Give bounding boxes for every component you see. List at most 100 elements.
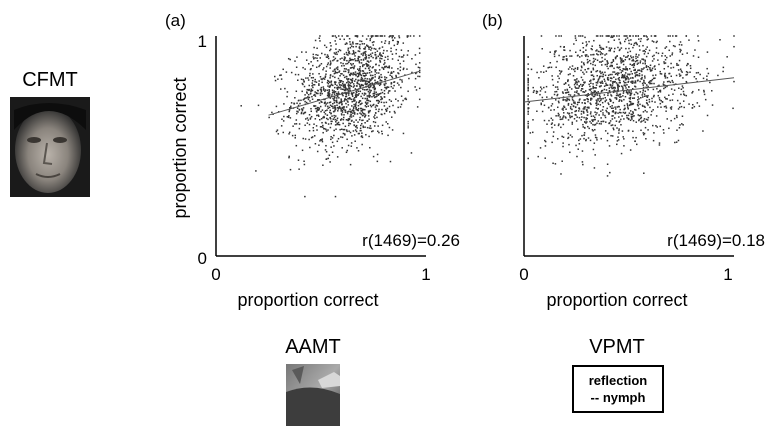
scatter-point	[355, 107, 357, 109]
scatter-point	[366, 126, 369, 129]
scatter-point	[689, 65, 692, 67]
scatter-point	[309, 74, 311, 77]
scatter-point	[680, 93, 682, 96]
scatter-point	[288, 110, 291, 113]
scatter-point	[296, 102, 298, 104]
scatter-point	[332, 75, 334, 78]
scatter-point	[335, 92, 338, 95]
scatter-point	[381, 66, 383, 69]
scatter-point	[558, 114, 560, 116]
scatter-point	[595, 102, 598, 105]
scatter-point	[355, 124, 358, 127]
scatter-point	[666, 56, 668, 59]
scatter-point	[355, 101, 358, 103]
scatter-point	[341, 107, 344, 109]
scatter-point	[699, 73, 701, 76]
scatter-point	[340, 65, 343, 67]
scatter-point	[540, 103, 543, 106]
scatter-point	[586, 117, 588, 120]
scatter-point	[640, 70, 642, 72]
scatter-point	[610, 77, 612, 79]
scatter-point	[336, 95, 339, 97]
scatter-point	[314, 80, 316, 83]
scatter-point	[632, 35, 634, 37]
scatter-point	[357, 101, 360, 104]
scatter-point	[372, 121, 375, 123]
scatter-point	[280, 78, 283, 80]
scatter-point	[664, 55, 666, 57]
scatter-point	[381, 97, 383, 99]
scatter-point	[543, 119, 546, 122]
scatter-point	[644, 109, 647, 112]
scatter-point	[342, 94, 344, 97]
scatter-point	[629, 149, 632, 151]
scatter-point	[592, 78, 595, 81]
scatter-point	[349, 78, 352, 81]
scatter-point	[380, 96, 382, 98]
scatter-point	[637, 99, 639, 101]
scatter-point	[393, 44, 396, 47]
scatter-point	[318, 83, 320, 85]
scatter-point	[706, 75, 708, 77]
scatter-point	[319, 126, 322, 128]
scatter-point	[544, 145, 547, 147]
scatter-point	[638, 38, 640, 40]
scatter-point	[370, 71, 373, 73]
scatter-point	[547, 66, 549, 69]
scatter-point	[527, 142, 529, 144]
scatter-point	[575, 79, 577, 81]
scatter-point	[594, 64, 597, 67]
scatter-point	[340, 62, 342, 64]
scatter-point	[302, 107, 305, 109]
scatter-point	[323, 116, 326, 119]
scatter-point	[635, 136, 637, 139]
scatter-point	[368, 86, 371, 89]
scatter-point	[326, 102, 329, 104]
scatter-point	[364, 50, 367, 53]
scatter-point	[330, 45, 332, 47]
scatter-point	[348, 110, 350, 113]
scatter-point	[346, 149, 349, 152]
scatter-point	[353, 53, 355, 55]
scatter-point	[395, 52, 397, 55]
scatter-point	[629, 94, 632, 97]
scatter-point	[649, 80, 652, 82]
scatter-point	[360, 40, 363, 43]
scatter-point	[380, 101, 383, 104]
scatter-point	[377, 83, 379, 85]
scatter-point	[632, 58, 634, 61]
scatter-point	[348, 50, 350, 53]
scatter-point	[559, 118, 562, 121]
scatter-point	[372, 77, 374, 79]
scatter-point	[364, 114, 367, 117]
scatter-point	[334, 124, 337, 126]
scatter-point	[540, 35, 543, 37]
scatter-point	[641, 74, 643, 76]
scatter-point	[600, 48, 603, 50]
scatter-point	[581, 66, 583, 69]
scatter-point	[375, 108, 377, 111]
scatter-point	[319, 105, 322, 108]
scatter-point	[377, 102, 380, 104]
scatter-point	[360, 135, 363, 138]
scatter-point	[619, 41, 621, 44]
scatter-point	[596, 122, 598, 124]
scatter-point	[371, 130, 373, 133]
scatter-point	[316, 111, 318, 113]
scatter-point	[637, 104, 639, 107]
scatter-point	[345, 51, 348, 54]
scatter-point	[693, 76, 696, 78]
scatter-point	[600, 72, 602, 75]
scatter-point	[630, 103, 633, 106]
scatter-point	[527, 111, 529, 113]
scatter-point	[324, 76, 327, 78]
scatter-point	[620, 152, 623, 155]
scatter-point	[336, 97, 338, 99]
scatter-point	[323, 115, 325, 118]
scatter-point	[329, 77, 331, 79]
scatter-point	[603, 78, 606, 81]
scatter-point	[670, 88, 673, 90]
scatter-point	[373, 91, 376, 93]
scatter-point	[321, 138, 324, 140]
scatter-point	[641, 76, 643, 79]
